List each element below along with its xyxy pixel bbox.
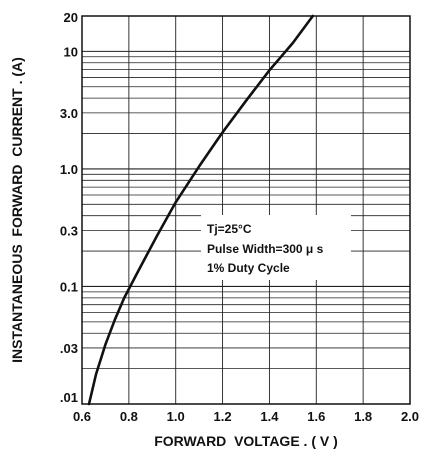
y-tick-label: 0.1 xyxy=(60,279,78,294)
x-tick-label: 2.0 xyxy=(401,409,419,424)
x-axis-title: FORWARD VOLTAGE . ( V ) xyxy=(154,433,338,449)
series xyxy=(87,14,315,406)
x-tick-label: 1.0 xyxy=(167,409,185,424)
y-tick-label: 1.0 xyxy=(60,162,78,177)
y-tick-label: .01 xyxy=(60,390,78,405)
x-tick-label: 0.6 xyxy=(73,409,91,424)
y-tick-label: 0.3 xyxy=(60,223,78,238)
x-tick-labels: 0.6 0.8 1.0 1.2 1.4 1.6 1.8 2.0 xyxy=(73,409,419,424)
annotation-line-duty-cycle: 1% Duty Cycle xyxy=(207,261,290,275)
y-tick-label: .03 xyxy=(60,341,78,356)
x-tick-label: 1.4 xyxy=(260,409,279,424)
y-tick-label: 3.0 xyxy=(60,106,78,121)
annotation-line-temperature: Tj=25°C xyxy=(207,222,252,236)
x-tick-label: 1.2 xyxy=(214,409,232,424)
y-axis-title: INSTANTANEOUS FORWARD CURRENT . (A) xyxy=(9,57,25,363)
forward-current-curve xyxy=(87,14,315,406)
x-tick-label: 1.8 xyxy=(354,409,372,424)
annotation-line-pulse-width: Pulse Width=300 μ s xyxy=(207,242,324,256)
x-tick-label: 1.6 xyxy=(307,409,325,424)
x-tick-label: 0.8 xyxy=(120,409,138,424)
y-tick-labels: 20 10 3.0 1.0 0.3 0.1 .03 .01 xyxy=(60,10,78,405)
condition-annotation: Tj=25°C Pulse Width=300 μ s 1% Duty Cycl… xyxy=(201,215,351,280)
plot-frame xyxy=(81,15,411,405)
annotation-background xyxy=(201,215,351,280)
y-tick-label: 10 xyxy=(64,44,78,59)
grid xyxy=(82,16,410,404)
y-tick-label: 20 xyxy=(64,10,78,25)
